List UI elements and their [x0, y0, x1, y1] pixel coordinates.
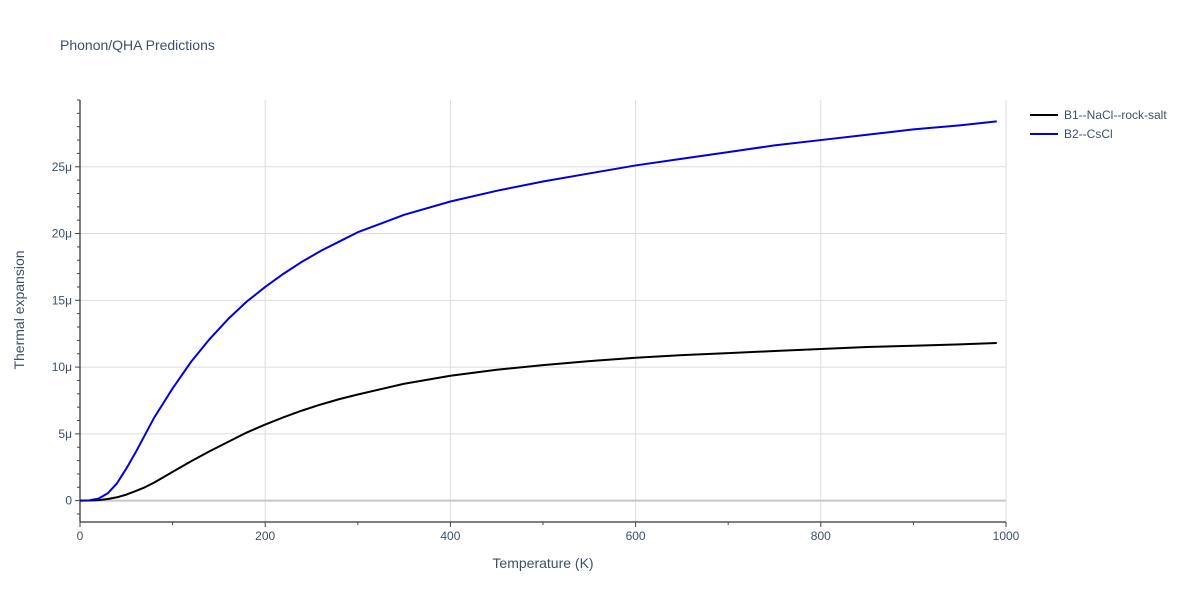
x-tick-label: 600: [626, 529, 646, 543]
x-axis-label: Temperature (K): [492, 555, 593, 571]
legend-label: B1--NaCl--rock-salt: [1064, 108, 1167, 122]
legend: B1--NaCl--rock-salt B2--CsCl: [1030, 108, 1167, 141]
legend-item[interactable]: B1--NaCl--rock-salt: [1030, 108, 1167, 122]
y-tick-label: 0: [65, 494, 72, 508]
x-tick-label: 0: [77, 529, 84, 543]
x-ticks: 0 200 400 600 800 1000: [77, 522, 1020, 543]
y-tick-label: 5μ: [58, 427, 72, 441]
x-tick-label: 800: [811, 529, 831, 543]
y-tick-label: 15μ: [52, 293, 72, 307]
y-tick-label: 25μ: [52, 160, 72, 174]
y-ticks: 0 5μ 10μ 15μ 20μ 25μ: [52, 99, 80, 515]
y-axis-label: Thermal expansion: [11, 250, 27, 369]
grid: [80, 100, 1007, 522]
axes: [79, 100, 1006, 523]
x-tick-label: 1000: [993, 529, 1020, 543]
chart-title: Phonon/QHA Predictions: [60, 37, 215, 53]
plot-series: [79, 120, 997, 502]
series-line-1: [79, 120, 997, 502]
y-tick-label: 20μ: [52, 227, 72, 241]
x-tick-label: 400: [440, 529, 460, 543]
legend-item[interactable]: B2--CsCl: [1030, 127, 1113, 141]
x-tick-label: 200: [255, 529, 275, 543]
legend-label: B2--CsCl: [1064, 127, 1113, 141]
y-tick-label: 10μ: [52, 360, 72, 374]
series-line-0: [79, 342, 997, 502]
